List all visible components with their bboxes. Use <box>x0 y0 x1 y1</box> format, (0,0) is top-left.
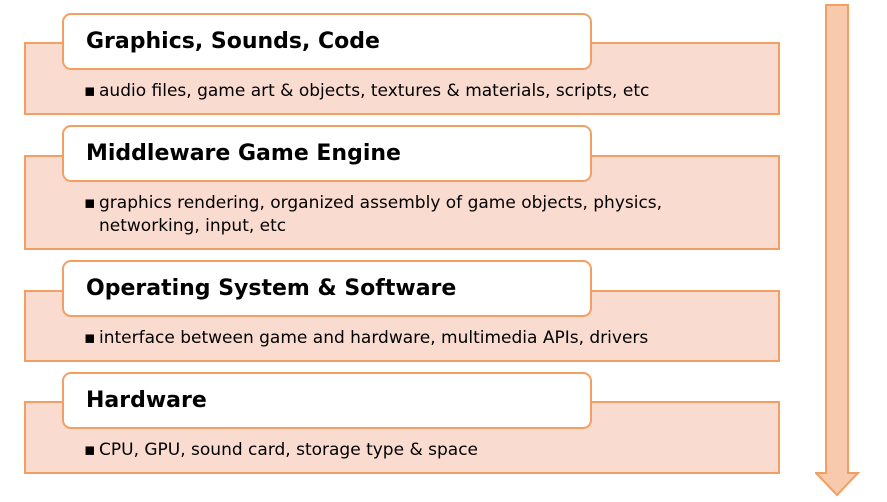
layer-title-text: Hardware <box>86 388 207 413</box>
bullet-text: CPU, GPU, sound card, storage type & spa… <box>99 440 478 460</box>
down-arrow-shape <box>815 4 861 497</box>
bullet-icon: ▪ <box>84 440 96 460</box>
bullet-text: audio files, game art & objects, texture… <box>99 81 650 101</box>
layer-title-middleware: Middleware Game Engine <box>62 125 592 182</box>
bullet-icon: ▪ <box>84 193 96 213</box>
list-item: ▪ graphics rendering, organized assembly… <box>84 192 764 238</box>
layer-title-os: Operating System & Software <box>62 260 592 317</box>
layer-bullets-os: ▪ interface between game and hardware, m… <box>84 327 764 350</box>
layer-bullets-middleware: ▪ graphics rendering, organized assembly… <box>84 192 764 238</box>
layer-bullets-hardware: ▪ CPU, GPU, sound card, storage type & s… <box>84 439 764 462</box>
bullet-icon: ▪ <box>84 328 96 348</box>
down-arrow-icon <box>815 4 861 497</box>
layer-title-text: Middleware Game Engine <box>86 141 401 166</box>
list-item: ▪ audio files, game art & objects, textu… <box>84 80 764 103</box>
layer-title-hardware: Hardware <box>62 372 592 429</box>
layer-title-text: Graphics, Sounds, Code <box>86 29 380 54</box>
list-item: ▪ CPU, GPU, sound card, storage type & s… <box>84 439 764 462</box>
bullet-text: interface between game and hardware, mul… <box>99 328 649 348</box>
layer-bullets-graphics: ▪ audio files, game art & objects, textu… <box>84 80 764 103</box>
bullet-text: graphics rendering, organized assembly o… <box>99 193 663 236</box>
list-item: ▪ interface between game and hardware, m… <box>84 327 764 350</box>
bullet-icon: ▪ <box>84 81 96 101</box>
layer-title-text: Operating System & Software <box>86 276 457 301</box>
layer-title-graphics: Graphics, Sounds, Code <box>62 13 592 70</box>
